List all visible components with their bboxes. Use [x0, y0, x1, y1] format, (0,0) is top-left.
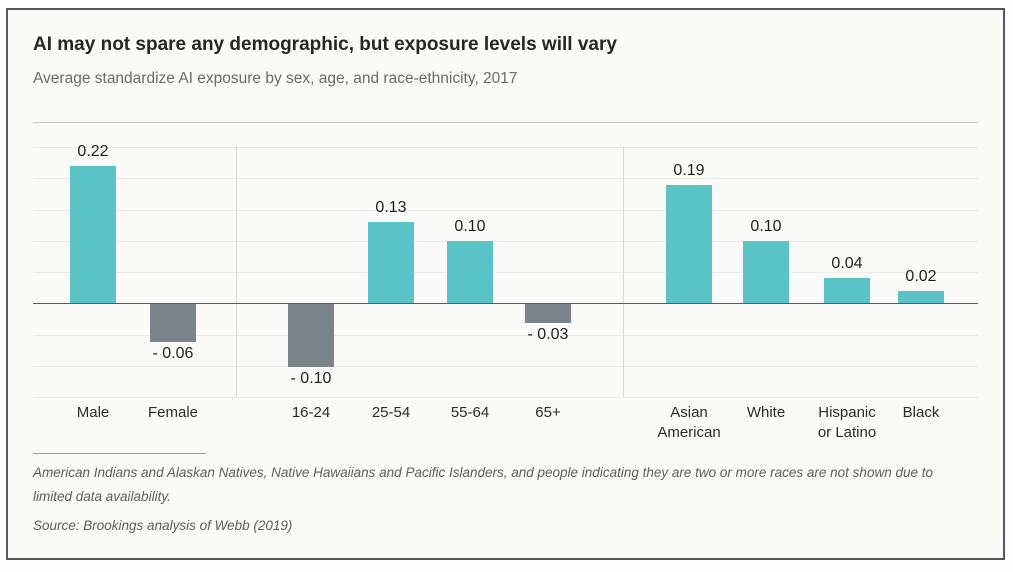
value-label-white: 0.10 — [750, 217, 782, 235]
value-label-25-54: 0.13 — [375, 199, 407, 216]
header-divider — [33, 122, 978, 123]
gridline — [33, 334, 978, 336]
footnote-divider — [33, 453, 206, 454]
gridline — [33, 365, 978, 367]
bar-male — [70, 165, 116, 304]
category-label-55-64: 55-64 — [450, 404, 490, 421]
gridline — [33, 178, 978, 180]
value-label-16-24: - 0.10 — [290, 369, 332, 387]
value-label-hispanic-or-latino: 0.04 — [831, 255, 863, 273]
bar-16-24 — [288, 304, 334, 367]
gridline — [33, 209, 978, 211]
category-label-25-54: 25-54 — [371, 404, 411, 421]
group-divider-2 — [623, 147, 624, 397]
footnote: American Indians and Alaskan Natives, Na… — [33, 465, 933, 504]
category-label-16-24: 16-24 — [291, 404, 331, 421]
category-label-hispanic-or-latino: Hispanic or Latino — [817, 404, 877, 441]
category-label-asian-american: Asian American — [657, 404, 721, 441]
bar-hispanic-or-latino — [824, 278, 870, 304]
category-label-white: White — [746, 404, 786, 421]
value-label-55-64: 0.10 — [454, 217, 486, 235]
gridline — [33, 397, 978, 398]
category-label-male: Male — [76, 404, 110, 421]
category-label-female: Female — [147, 404, 199, 421]
source-line: Source: Brookings analysis of Webb (2019… — [33, 518, 293, 533]
value-label-65plus: - 0.03 — [527, 326, 569, 343]
gridline — [33, 272, 978, 273]
bar-white — [743, 240, 789, 304]
gridline — [33, 147, 978, 148]
value-label-black: 0.02 — [905, 267, 937, 285]
group-divider-1 — [236, 147, 237, 397]
value-label-male: 0.22 — [77, 142, 109, 160]
chart-card: AI may not spare any demographic, but ex… — [6, 8, 1005, 560]
bar-asian-american — [666, 184, 712, 304]
bar-female — [150, 304, 196, 342]
category-label-65plus: 65+ — [535, 404, 561, 421]
plot-area: 0.22 Male - 0.06 Female - 0.10 16-24 0.13 25-54… — [33, 143, 978, 441]
value-label-female: - 0.06 — [152, 344, 194, 362]
chart-title: AI may not spare any demographic, but ex… — [33, 34, 617, 55]
zero-axis-line — [33, 303, 978, 305]
bar-55-64 — [447, 240, 493, 304]
bar-65plus — [525, 304, 571, 323]
chart-subtitle: Average standardize AI exposure by sex, … — [33, 70, 518, 87]
bar-black — [898, 290, 944, 304]
bar-25-54 — [368, 222, 414, 304]
value-label-asian-american: 0.19 — [673, 161, 705, 179]
category-label-black: Black — [902, 404, 940, 421]
gridline — [33, 240, 978, 242]
